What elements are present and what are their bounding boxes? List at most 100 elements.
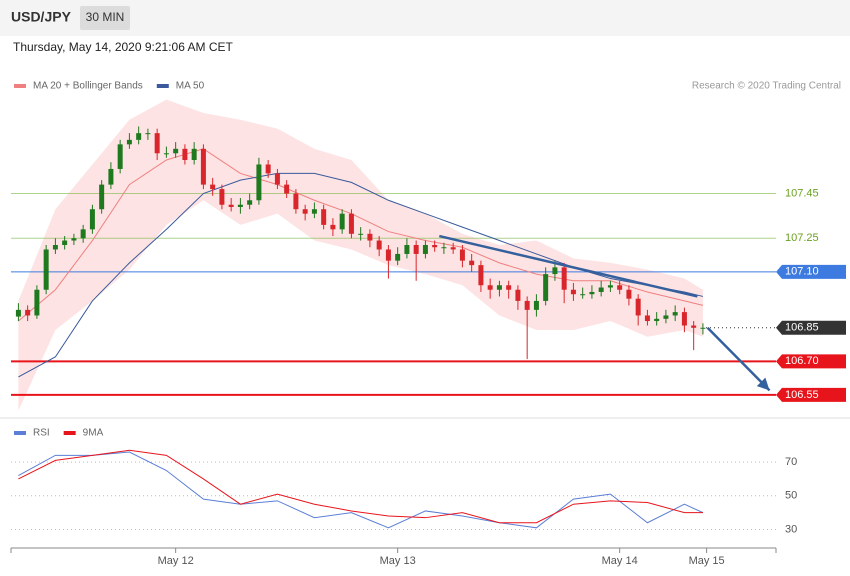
candle-body (34, 289, 40, 316)
candle-body (89, 209, 95, 230)
candle-body (469, 260, 475, 266)
candle-body (376, 240, 382, 250)
bollinger-band (18, 99, 703, 411)
credit: Research © 2020 Trading Central (692, 81, 841, 92)
level-box (776, 354, 846, 369)
candle-body (182, 148, 188, 160)
candle-body (43, 249, 49, 290)
candle-body (219, 189, 225, 205)
candle-body (62, 240, 68, 245)
candle-body (210, 184, 216, 190)
candle-body (108, 168, 114, 185)
candle-body (524, 300, 530, 310)
candle-body (552, 267, 558, 275)
timestamp: Thursday, May 14, 2020 9:21:06 AM CET (13, 40, 234, 54)
legend-swatch (14, 431, 26, 435)
candle-body (80, 229, 86, 239)
candle-body (256, 164, 262, 201)
candle-body (293, 193, 299, 210)
y-tick-label: 106.70 (785, 355, 819, 367)
candle-body (330, 224, 336, 230)
candle-body (163, 153, 169, 155)
candle-body (237, 204, 243, 207)
candle-body (302, 209, 308, 214)
legend-label: MA 50 (176, 81, 205, 92)
ma-line (18, 172, 704, 378)
legend-label: 9MA (83, 428, 104, 439)
candle-body (99, 184, 105, 210)
candle-body (265, 164, 271, 174)
y-tick-label: 70 (785, 456, 797, 468)
level-box (776, 264, 846, 279)
candle-body (367, 233, 373, 241)
arrow-head (756, 377, 770, 391)
legend-label: RSI (33, 428, 50, 439)
trendline (439, 234, 698, 298)
candle-body (404, 245, 410, 254)
candle-body (598, 287, 604, 292)
candle-body (561, 267, 567, 290)
legend-swatch (14, 84, 26, 88)
ma-line (18, 148, 704, 322)
candle-body (663, 315, 669, 319)
candle-body (570, 289, 576, 295)
candle-body (580, 294, 586, 296)
candle-body (200, 148, 206, 185)
candle-body (136, 133, 142, 140)
candle-body (441, 247, 447, 249)
candle-body (15, 309, 21, 317)
candle-body (672, 312, 678, 316)
x-tick-label: May 12 (158, 555, 194, 567)
candle-body (71, 238, 77, 241)
interval-box (80, 6, 130, 30)
candle-body (635, 298, 641, 316)
y-tick-label: 50 (785, 490, 797, 502)
candle-body (691, 325, 697, 328)
candle-body (607, 285, 613, 288)
candle-body (25, 309, 31, 316)
candle-body (321, 209, 327, 225)
candle-body (339, 213, 345, 230)
candle-body (52, 245, 58, 250)
candle-body (506, 285, 512, 290)
candle-body (413, 245, 419, 254)
candle-body (459, 249, 465, 261)
candle-body (515, 289, 521, 301)
indicator-line (18, 449, 703, 524)
indicator-line (18, 451, 704, 529)
legend-swatch (63, 431, 76, 435)
candle-body (543, 274, 549, 301)
y-tick-label: 106.55 (785, 389, 819, 401)
candle-body (700, 327, 706, 329)
candle-body (385, 249, 391, 261)
candle-body (626, 289, 632, 299)
candle-body (644, 315, 650, 322)
arrow (706, 326, 771, 392)
candle-body (478, 265, 484, 286)
level-box (776, 320, 846, 335)
y-tick-label: 107.45 (785, 187, 819, 199)
candle-body (311, 209, 317, 214)
x-tick-label: May 13 (380, 555, 416, 567)
interval: 30 MIN (86, 10, 125, 24)
candle-body (154, 133, 160, 154)
candle-body (284, 184, 290, 194)
y-tick-label: 30 (785, 523, 797, 535)
candle-body (191, 148, 197, 160)
y-tick-label: 107.10 (785, 266, 819, 278)
candle-body (126, 139, 132, 145)
candle-body (358, 233, 364, 235)
candle-body (247, 200, 253, 205)
candle-body (654, 318, 660, 322)
candle-body (117, 144, 123, 169)
candle-body (173, 148, 179, 154)
candle-body (422, 245, 428, 254)
candle-body (228, 204, 234, 207)
header-bar (0, 0, 850, 36)
candle-body (533, 300, 539, 310)
y-tick-label: 107.25 (785, 232, 819, 244)
candle-body (348, 213, 354, 234)
legend-label: MA 20 + Bollinger Bands (33, 81, 143, 92)
candle-body (589, 291, 595, 295)
